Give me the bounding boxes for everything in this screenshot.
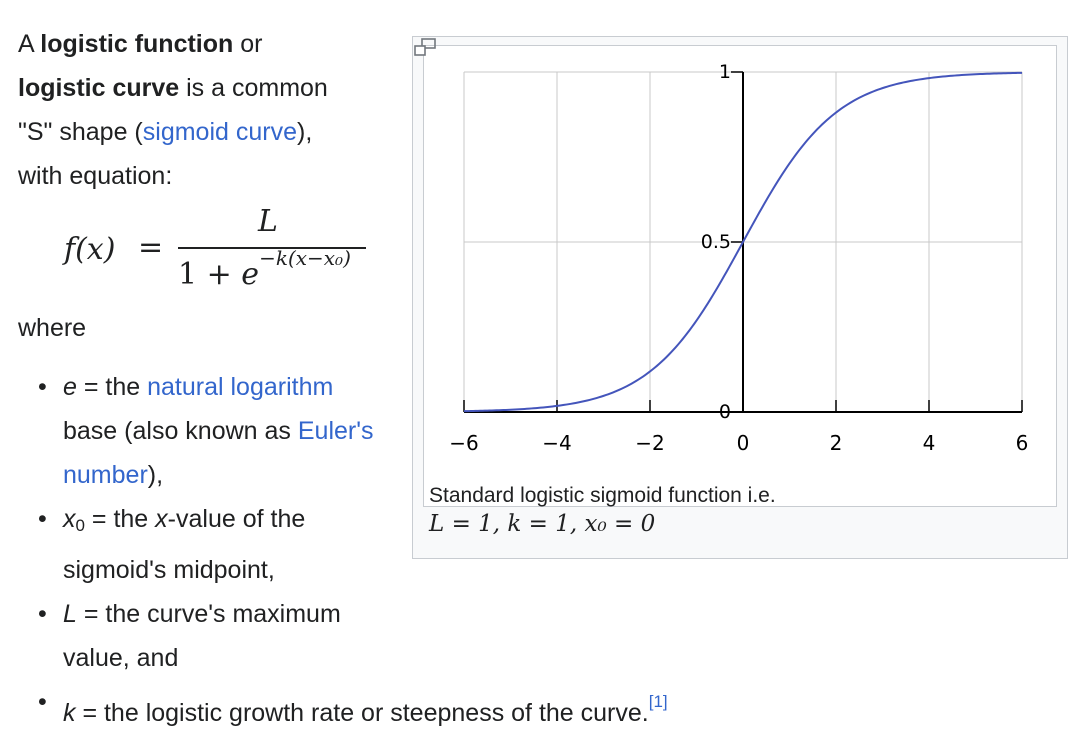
x-tick-label: 6 (1016, 431, 1029, 455)
def-sub: 0 (75, 516, 85, 535)
caption-math: L = 1, k = 1, x₀ = 0 (429, 511, 656, 537)
def-text: = the logistic growth rate or steepness … (75, 699, 649, 727)
def-text: = the curve's maximum value, and (63, 600, 341, 672)
def-var-e: e (63, 373, 77, 401)
intro-paragraph: A logistic function or logistic curve is… (18, 30, 328, 190)
magnify-clip-icon[interactable] (413, 37, 437, 59)
def-ivar: x (155, 505, 168, 533)
def-var-l: L (63, 600, 77, 628)
def-var-k: k (63, 699, 76, 727)
x-tick-label: −6 (449, 431, 478, 455)
y-tick-label: 0 (719, 401, 731, 423)
figure-thumbnail: −6 −4 −2 0 2 4 6 0 0.5 1 Standard logistic sigmoi… (412, 36, 1068, 559)
intro-text-a: A (18, 30, 41, 58)
den-one: 1 + (178, 257, 242, 292)
eulers-number-link[interactable]: Euler's number (63, 417, 374, 489)
chart-image[interactable]: −6 −4 −2 0 2 4 6 0 0.5 1 (423, 45, 1057, 507)
def-text: -value of the sigmoid's midpoint, (63, 505, 306, 584)
x-tick-label: −2 (635, 431, 664, 455)
formula-denominator: 1 + e−k(x−x₀) (178, 246, 351, 292)
bullet-icon: • (38, 373, 47, 401)
sigmoid-chart: −6 −4 −2 0 2 4 6 0 0.5 1 (449, 61, 1029, 455)
reference-link[interactable]: [1] (648, 692, 668, 711)
def-text: = the (76, 373, 148, 401)
x-tick-label: 4 (923, 431, 936, 455)
caption-text: Standard logistic sigmoid function i.e. (429, 484, 776, 507)
def-text: ), (147, 461, 164, 489)
x-tick-label: −4 (542, 431, 571, 455)
intro-text-or: or (233, 30, 263, 58)
bullet-icon: • (38, 688, 47, 716)
formula-numerator: L (258, 204, 278, 239)
list-item: • e = the natural logarithm base (also k… (18, 365, 378, 497)
def-text: = the (84, 505, 156, 533)
figure-caption: Standard logistic sigmoid function i.e. … (429, 481, 776, 539)
list-item: • L = the curve's maximum value, and (18, 592, 378, 680)
def-var-x: x (63, 505, 76, 533)
list-item: • x0 = the x-value of the sigmoid's midp… (18, 497, 378, 592)
den-exponent: −k(x−x₀) (259, 246, 351, 270)
y-tick-label: 1 (719, 61, 731, 83)
bullet-icon: • (38, 505, 47, 533)
logistic-formula: f(x) = L 1 + e−k(x−x₀) (58, 200, 388, 300)
y-tick-label: 0.5 (701, 231, 731, 253)
fraction-bar (178, 247, 366, 249)
term-logistic-curve: logistic curve (18, 74, 180, 102)
definitions-list: • e = the natural logarithm base (also k… (18, 365, 668, 735)
formula-lhs: f(x) (64, 232, 116, 267)
def-text: base (also known as (63, 417, 298, 445)
sigmoid-series-line (463, 71, 1023, 413)
list-item: • k = the logistic growth rate or steepn… (18, 680, 863, 735)
natural-logarithm-link[interactable]: natural logarithm (147, 373, 334, 401)
sigmoid-curve-link[interactable]: sigmoid curve (142, 118, 297, 146)
term-logistic-function: logistic function (40, 30, 234, 58)
bullet-icon: • (38, 600, 47, 628)
where-label: where (18, 314, 87, 342)
x-tick-label: 0 (737, 431, 750, 455)
den-e: e (241, 257, 260, 292)
formula-equals: = (138, 230, 164, 265)
x-tick-label: 2 (830, 431, 843, 455)
